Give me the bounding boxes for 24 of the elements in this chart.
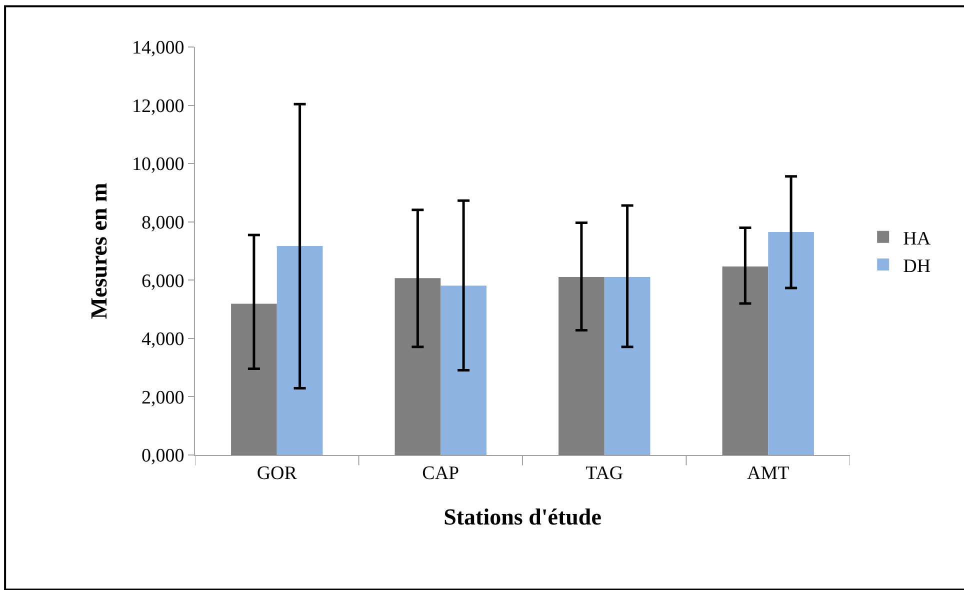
bar	[768, 232, 814, 455]
bar	[231, 304, 277, 455]
x-axis-title: Stations d'étude	[444, 504, 602, 530]
x-tick-label: TAG	[586, 462, 624, 484]
y-tick-label: 10,000	[132, 154, 184, 176]
y-tick-label: 2,000	[141, 387, 184, 408]
bar	[604, 276, 650, 455]
legend-label: DH	[903, 256, 931, 277]
y-tick-label: 8,000	[141, 212, 184, 234]
x-tick-label: GOR	[256, 462, 298, 484]
bar	[722, 266, 768, 455]
bar	[558, 276, 604, 455]
x-tick-label: CAP	[422, 462, 460, 484]
x-tick-label: AMT	[747, 462, 790, 484]
bar	[394, 278, 441, 455]
legend-label: HA	[903, 228, 931, 250]
y-tick-label: 4,000	[141, 329, 184, 350]
y-tick-label: 12,000	[132, 96, 184, 117]
y-tick-label: 14,000	[132, 38, 184, 59]
y-axis-title: Mesures en m	[86, 182, 112, 320]
y-tick-label: 6,000	[141, 270, 184, 292]
bar	[276, 246, 323, 455]
y-tick-label: 0,000	[141, 446, 184, 467]
bar	[440, 286, 486, 455]
